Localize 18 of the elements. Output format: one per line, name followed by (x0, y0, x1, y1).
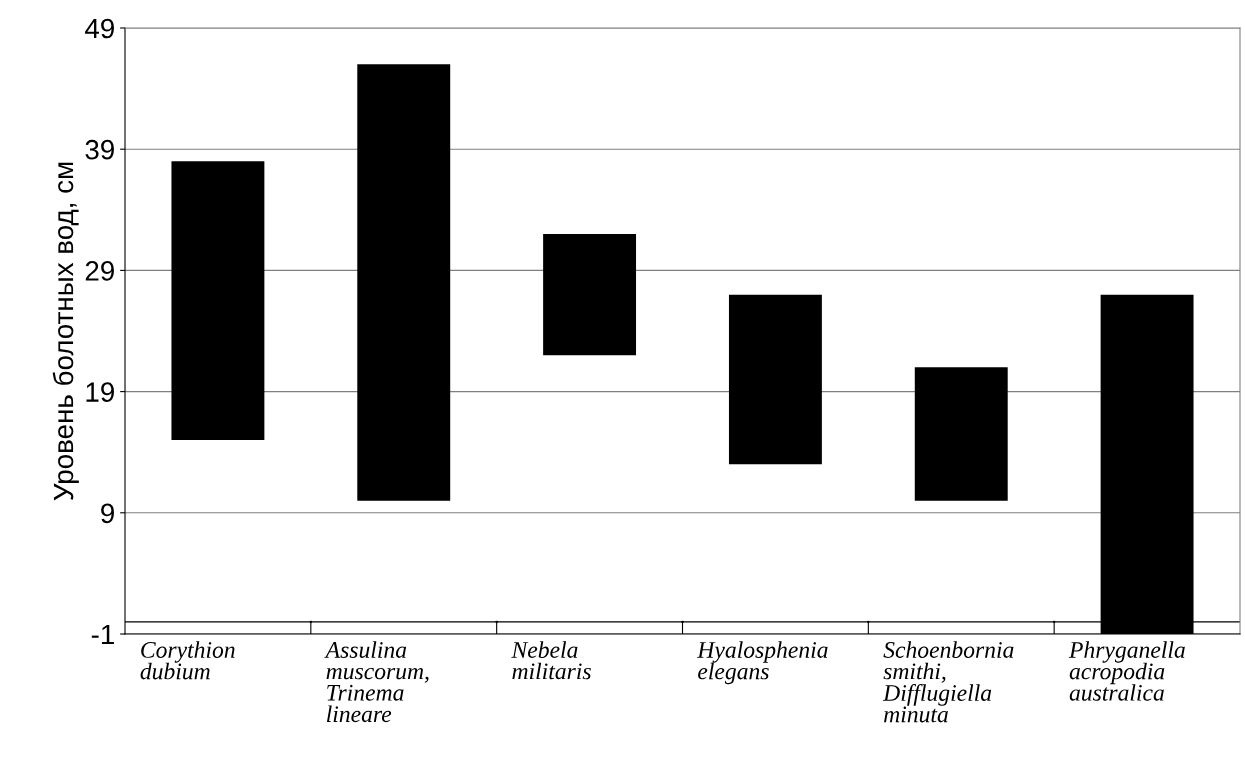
bar (728, 294, 822, 465)
x-tick-label: Corythion dubium (140, 641, 235, 680)
y-tick-label: -1 (91, 624, 114, 645)
y-tick-label: 9 (101, 503, 114, 524)
y-tick-label: 19 (86, 382, 114, 402)
bar (357, 64, 451, 501)
bar (171, 161, 265, 441)
x-tick-label: Assulina muscorum, Trinema lineare (324, 641, 429, 723)
bar (543, 234, 637, 356)
x-tick-label: Hyalosphenia elegans (697, 641, 828, 685)
x-tick-label: Phryganella acropodia australica (1068, 641, 1185, 701)
y-axis-title: Уровень болотных вод, см (52, 162, 79, 501)
x-tick-label: Schoenbornia smithi, Difflugiella minuta (882, 641, 1014, 723)
y-tick-label: 39 (85, 139, 114, 160)
x-tick-label: Nebela militaris (511, 641, 591, 680)
y-tick-label: 29 (85, 261, 114, 281)
y-tick-label: 49 (85, 18, 114, 39)
bar (914, 367, 1008, 501)
